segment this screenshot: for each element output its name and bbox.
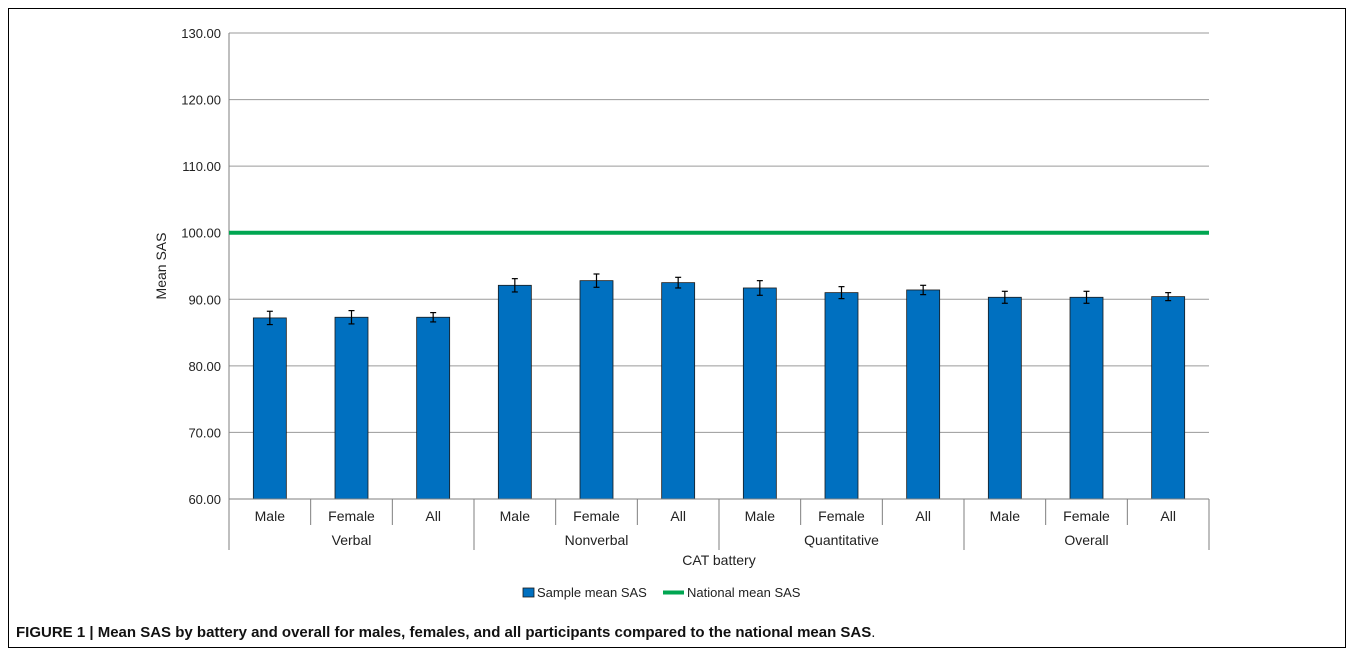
error-bar	[1001, 290, 1008, 304]
error-bar	[511, 278, 518, 293]
x-group-label: Quantitative	[804, 532, 879, 548]
x-subcategory-label: Female	[1063, 508, 1110, 524]
bar	[742, 287, 777, 500]
x-axis: Male Female All Male Female All Male Female All M…	[228, 498, 1210, 550]
error-bar	[1083, 290, 1090, 304]
x-subcategory-label: Male	[990, 508, 1021, 524]
bar	[906, 289, 941, 500]
error-bars	[266, 273, 1172, 326]
y-tick-label: 90.00	[188, 292, 221, 307]
x-subcategory-label: All	[670, 508, 686, 524]
error-bar	[920, 284, 927, 296]
error-bar	[838, 286, 845, 300]
x-subcategory-label: Male	[500, 508, 531, 524]
bar	[579, 280, 614, 500]
x-group-label: Nonverbal	[565, 532, 629, 548]
x-axis-title: CAT battery	[682, 552, 755, 568]
bar	[416, 316, 451, 500]
figure-frame	[8, 8, 1346, 648]
legend-label-sample: Sample mean SAS	[537, 585, 647, 600]
y-tick-label: 110.00	[182, 159, 221, 174]
x-subcategory-label: Female	[328, 508, 375, 524]
caption-bold: FIGURE 1 | Mean SAS by battery and overa…	[16, 624, 872, 641]
error-bar	[348, 310, 355, 325]
bar-chart: 60.00 70.00 80.00 90.00 100.00 110.00 120.00 13…	[153, 26, 1210, 600]
y-axis-ticks: 60.00 70.00 80.00 90.00 100.00 110.00 120.00 13…	[181, 26, 221, 507]
y-tick-label: 120.00	[181, 93, 221, 108]
legend-swatch-sample	[522, 587, 535, 598]
y-tick-label: 100.00	[181, 226, 221, 241]
x-subcategory-label: All	[915, 508, 931, 524]
bar	[252, 317, 287, 500]
legend-label-national: National mean SAS	[687, 585, 801, 600]
figure-caption: FIGURE 1 | Mean SAS by battery and overa…	[16, 624, 875, 641]
gridlines	[228, 32, 1209, 500]
x-subcategory-label: All	[425, 508, 441, 524]
bar	[334, 316, 369, 500]
bar	[824, 292, 859, 500]
y-tick-label: 80.00	[188, 359, 221, 374]
x-subcategory-label: Male	[255, 508, 286, 524]
bar	[1151, 296, 1186, 500]
y-tick-label: 60.00	[188, 492, 221, 507]
x-subcategory-label: Male	[745, 508, 776, 524]
bar	[497, 284, 532, 500]
y-axis-title: Mean SAS	[153, 233, 169, 300]
bar	[1069, 296, 1104, 500]
bar	[987, 296, 1022, 500]
caption-end: .	[871, 624, 876, 641]
error-bar	[756, 280, 763, 296]
bar	[661, 282, 696, 500]
x-subcategory-label: All	[1160, 508, 1176, 524]
error-bar	[593, 273, 600, 288]
x-group-label: Overall	[1064, 532, 1108, 548]
legend: Sample mean SAS National mean SAS	[522, 585, 801, 600]
y-tick-label: 70.00	[188, 425, 221, 440]
error-bar	[266, 310, 273, 326]
x-subcategory-label: Female	[573, 508, 620, 524]
bars	[252, 280, 1186, 500]
error-bar	[430, 312, 437, 323]
x-subcategory-label: Female	[818, 508, 865, 524]
error-bar	[1165, 292, 1172, 302]
y-tick-label: 130.00	[181, 26, 221, 41]
x-group-label: Verbal	[332, 532, 372, 548]
error-bar	[675, 276, 682, 289]
